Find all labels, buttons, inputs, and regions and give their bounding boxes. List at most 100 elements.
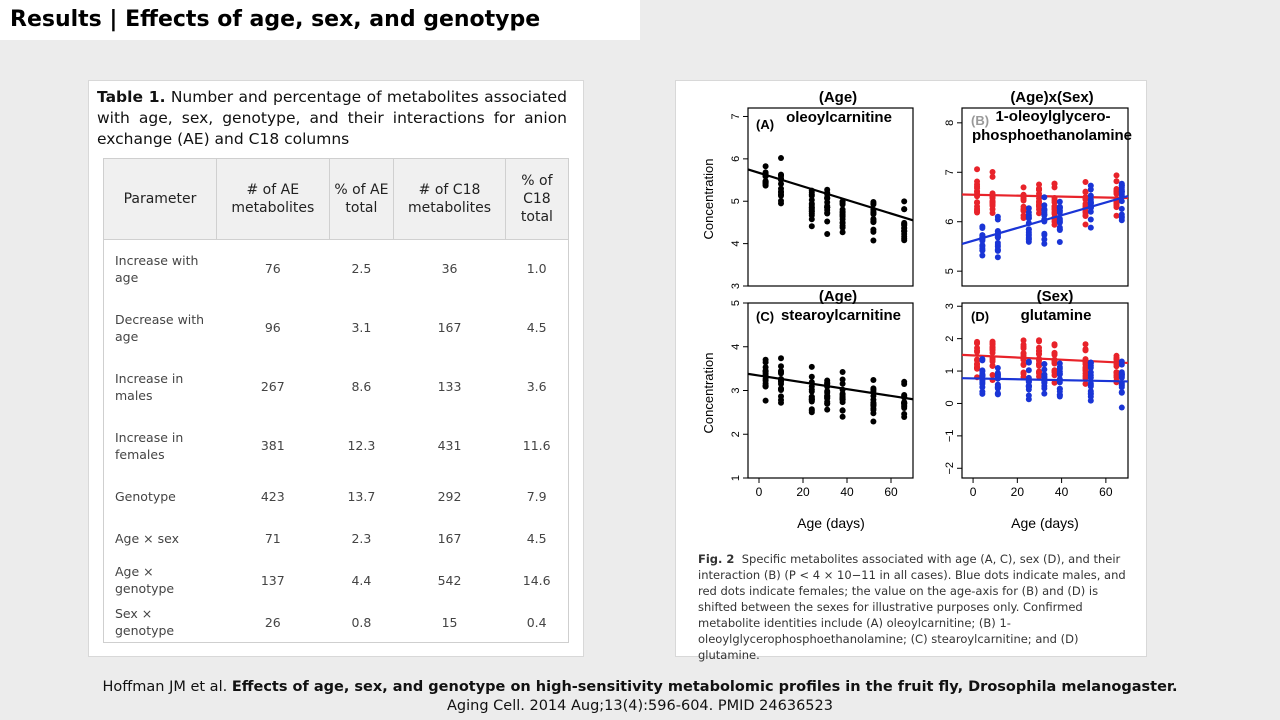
data-point: [1118, 404, 1125, 411]
data-point: [839, 224, 846, 231]
data-point: [1118, 371, 1125, 378]
y-tick-label: 3: [730, 387, 742, 393]
header-cell: # of C18 metabolites: [393, 159, 506, 240]
data-point: [778, 370, 784, 377]
figure-2-plots: 3 4 5 6 7 5 6 7 8 1 2 3 4 5 0 20 40 60 −2 −1 0 1 2 3 0 20 40 60 Con…: [701, 89, 1132, 531]
x-tick-label: 20: [796, 485, 810, 499]
table-cell: 0.8: [351, 614, 372, 630]
data-point: [1025, 235, 1032, 242]
data-point: [1025, 358, 1032, 365]
citation: Hoffman JM et al. Effects of age, sex, a…: [0, 678, 1280, 716]
data-point: [901, 391, 908, 398]
table-cell: 137: [260, 572, 285, 588]
data-point: [989, 358, 996, 365]
data-point: [870, 237, 877, 244]
data-point: [1041, 209, 1048, 216]
table-cell: 2.5: [351, 261, 372, 277]
data-point: [901, 198, 908, 205]
data-point: [762, 178, 769, 185]
table-cell: 431: [437, 438, 462, 453]
header-cell: # of AE metabolites: [216, 159, 330, 240]
data-point: [1025, 392, 1032, 399]
table-caption-label: Table 1.: [97, 88, 166, 106]
data-point: [1087, 369, 1094, 376]
data-point: [1113, 356, 1120, 363]
data-point: [824, 204, 831, 211]
data-point: [1036, 368, 1043, 375]
table-cell: 133: [437, 379, 462, 394]
data-point: [989, 173, 996, 180]
data-point: [994, 383, 1001, 390]
data-point: [824, 392, 831, 399]
data-point: [1041, 390, 1048, 397]
table-cell: 167: [437, 530, 462, 546]
panel-b-header: (Age)x(Sex): [1010, 89, 1093, 106]
data-point: [824, 388, 831, 395]
data-point: [762, 182, 769, 189]
figure-caption-label: Fig. 2: [698, 552, 735, 566]
header-cell: % of AE total: [329, 159, 395, 240]
data-point: [989, 372, 996, 379]
data-point: [1087, 224, 1094, 231]
table-cell: Sex × genotype: [115, 606, 175, 638]
panel-tag-d: (D): [971, 309, 989, 324]
x-tick-label: 20: [1011, 485, 1025, 499]
data-point: [994, 365, 1001, 372]
data-point: [839, 413, 846, 420]
data-point: [778, 185, 784, 192]
data-point: [994, 216, 1001, 223]
table-caption-text: Number and percentage of metabolites ass…: [97, 88, 567, 148]
data-point: [1118, 389, 1125, 396]
data-point: [1041, 236, 1048, 243]
data-point: [1051, 379, 1058, 386]
data-point: [1041, 230, 1048, 237]
slide-title-bar: Results | Effects of age, sex, and genot…: [0, 0, 640, 40]
table-row: Age × sex 71 2.3 167 4.5: [104, 517, 568, 559]
data-point: [808, 197, 815, 204]
trend-line: [961, 353, 1129, 365]
data-point: [778, 197, 784, 204]
table-cell: Increase with age: [115, 252, 199, 285]
data-point: [974, 340, 981, 347]
data-point: [1082, 373, 1089, 380]
table-panel: Table 1. Number and percentage of metabo…: [88, 80, 584, 657]
data-point: [1036, 337, 1043, 344]
data-point: [1056, 198, 1063, 205]
table-cell: 13.7: [347, 488, 376, 504]
data-point: [808, 373, 815, 380]
table-box: Parameter # of AE metabolites % of AE to…: [103, 158, 569, 643]
table-cell: 14.6: [522, 572, 551, 588]
data-point: [979, 390, 986, 397]
data-point: [824, 230, 831, 237]
data-point: [1118, 184, 1125, 191]
data-point: [1118, 213, 1125, 220]
data-point: [1020, 361, 1027, 368]
data-point: [1041, 373, 1048, 380]
table-cell: 423: [260, 488, 285, 504]
table-cell: Decrease with age: [115, 311, 205, 344]
data-point: [778, 155, 784, 162]
table-cell: Increase in males: [115, 370, 184, 403]
data-point: [762, 377, 769, 384]
data-point: [1056, 239, 1063, 246]
data-point: [1036, 362, 1043, 369]
data-point: [994, 390, 1001, 397]
data-point: [1036, 350, 1043, 357]
data-point: [1041, 194, 1048, 201]
data-point: [901, 403, 908, 410]
table-row: Genotype 423 13.7 292 7.9: [104, 475, 568, 517]
data-point: [870, 399, 877, 406]
data-point: [1087, 374, 1094, 381]
panel-tag-b: (B): [971, 113, 989, 128]
data-point: [974, 365, 981, 372]
data-point: [1025, 231, 1032, 238]
data-point: [1082, 364, 1089, 371]
data-point: [1113, 204, 1120, 211]
data-point: [974, 166, 981, 173]
data-point: [989, 344, 996, 351]
data-point: [1025, 384, 1032, 391]
y-tick-label: 0: [944, 400, 956, 406]
data-point: [808, 363, 815, 370]
y-tick-label: 6: [730, 156, 742, 162]
data-point: [808, 396, 815, 403]
